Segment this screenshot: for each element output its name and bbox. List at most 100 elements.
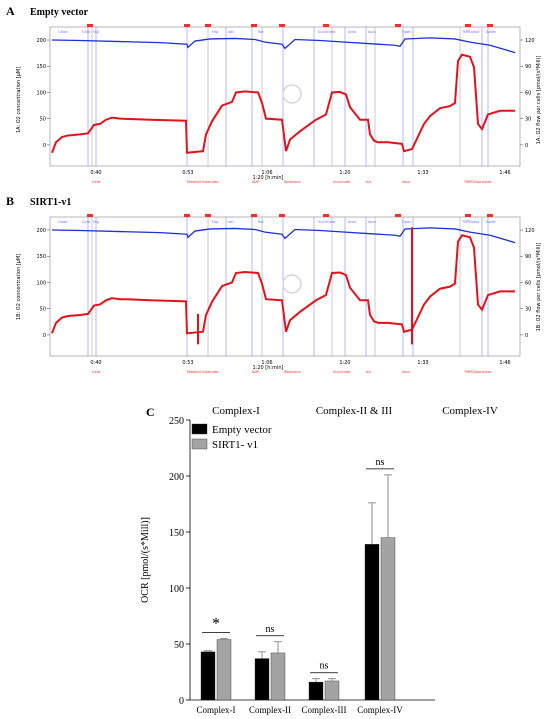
panel-a-left-tick-label: 50: [40, 117, 46, 123]
bar-empty-vector: [308, 681, 324, 701]
panel-a-event-label-bottom: AA: [366, 180, 371, 184]
panel-a-event-label-top: Hig: [93, 30, 99, 34]
panel-b-event-label-top: Hig: [212, 220, 218, 224]
panel-b-left-tick-label: 50: [40, 307, 46, 313]
panel-a-event-label-bottom: Cells: [92, 180, 101, 184]
panel-b-event-label-top: Close: [58, 220, 68, 224]
panel-a-event-marker: [465, 24, 471, 27]
panel-a-event-label-bottom: TMPD/Ase: [463, 180, 482, 184]
bar-empty-vector: [254, 658, 270, 701]
panel-b-event-label-top: Cells: [82, 220, 91, 224]
panel-a-o2-concentration-line: [51, 37, 516, 54]
panel-a-trace: A Empty vector 1A: O2 concentration [µM]…: [6, 4, 542, 184]
panel-b-event-label-top: TMPD/ase: [461, 220, 479, 224]
panel-b-event-label-bottom: Cells: [92, 370, 101, 374]
panel-b-event-label-top: Open: [402, 220, 411, 224]
panel-a-event-marker: [184, 24, 190, 27]
panel-b-event-label-bottom: Succinate: [333, 370, 350, 374]
panel-a-left-tick-label: 150: [36, 64, 46, 70]
panel-b-left-tick-label: 200: [36, 228, 46, 234]
panel-b-event-label-top: Ascs: [368, 220, 376, 224]
panel-b-event-label-top: Ama: [348, 220, 356, 224]
panel-a-x-tick-label: 1:06: [261, 170, 272, 176]
complex-label-iv: Complex-IV: [442, 405, 498, 417]
bar-chart-y-tick-label: 100: [169, 584, 184, 595]
panel-b-event-label-top: Hig: [93, 220, 99, 224]
panel-a-event-label-top: adc: [228, 30, 234, 34]
bar-chart-y-tick-label: 200: [169, 472, 184, 483]
panel-b-event-marker: [205, 214, 211, 217]
panel-b-event-marker: [87, 214, 93, 217]
panel-a-event-marker: [395, 24, 401, 27]
panel-b-right-tick-label: 30: [525, 307, 531, 313]
panel-a-x-tick-label: 0:53: [182, 170, 193, 176]
panel-a-x-tick-label: 1:20: [339, 170, 350, 176]
panel-b-right-tick-label: 60: [525, 280, 531, 286]
panel-b-left-tick-label: 100: [36, 280, 46, 286]
panel-b-event-label-bottom: AA: [366, 370, 371, 374]
panel-b-event-label-top: adc: [228, 220, 234, 224]
panel-a-left-tick-label: 100: [36, 90, 46, 96]
bar-empty-vector: [200, 651, 216, 701]
panel-a-event-label-bottom: Malate/Glutamate: [187, 180, 219, 184]
bar-chart-category-label: Complex-II: [249, 705, 291, 715]
panel-a-event-marker: [205, 24, 211, 27]
panel-a-right-axis-label: 1A: O2 flow per cells [pmol/(s*Mill)]: [536, 56, 542, 145]
panel-a-event-label-top: Rot: [258, 30, 264, 34]
legend-swatch: [191, 423, 208, 435]
panel-a-event-label-top: Ascs: [368, 30, 376, 34]
complex-label-i: Complex-I: [212, 405, 260, 417]
bar-chart-y-tick-label: 0: [179, 696, 184, 707]
panel-b-event-marker: [323, 214, 329, 217]
bar-chart-category-label: Complex-I: [197, 705, 236, 715]
panel-b-event-label-top: Rot: [258, 220, 264, 224]
panel-a-right-tick-label: 30: [525, 117, 531, 123]
panel-a-title: Empty vector: [30, 7, 89, 18]
panel-a-letter: A: [6, 4, 15, 18]
panel-a-event-label-top: Azide: [486, 30, 496, 34]
significance-label: ns: [320, 661, 329, 672]
panel-a-left-tick-label: 0: [43, 143, 46, 149]
bar-chart-category-label: Complex-III: [302, 705, 347, 715]
legend-label: Empty vector: [212, 424, 272, 436]
panel-b-event-marker: [251, 214, 257, 217]
panel-b-watermark-icon: [282, 274, 302, 294]
panel-b-right-axis-label: 1B: O2 flow per cells [pmol/(s*Mill)]: [536, 243, 542, 332]
panel-b-event-label-bottom: Azide: [482, 370, 492, 374]
panel-a-right-tick-label: 60: [525, 90, 531, 96]
panel-b-right-tick-label: 0: [525, 333, 528, 339]
panel-b-left-tick-label: 0: [43, 333, 46, 339]
complex-label-ii-iii: Complex-II & III: [316, 405, 393, 417]
panel-b-left-axis-label: 1B: O2 concentration [µM]: [16, 254, 22, 320]
panel-a-event-label-bottom: Ascs: [402, 180, 410, 184]
panel-b-event-marker: [395, 214, 401, 217]
panel-b-x-tick-label: 1:20: [339, 360, 350, 366]
panel-a-event-marker: [487, 24, 493, 27]
panel-a-event-marker: [87, 24, 93, 27]
significance-label: ns: [376, 457, 385, 468]
panel-a-event-marker: [323, 24, 329, 27]
panel-b-event-label-bottom: Malate/Glutamate: [187, 370, 219, 374]
panel-c-bar-chart: C OCR [pmol/(s*Mill)] 0 50 100 150 200 250 * ns…: [140, 405, 435, 715]
panel-b-event-marker: [465, 214, 471, 217]
panel-a-left-axis-label: 1A: O2 concentration [µM]: [16, 67, 22, 133]
bar-sirt1-v1: [216, 639, 232, 701]
panel-b-event-marker: [487, 214, 493, 217]
panel-a-event-label-top: Open: [402, 30, 411, 34]
significance-label: *: [212, 615, 220, 632]
significance-label: ns: [266, 624, 275, 635]
panel-b-left-tick-label: 150: [36, 254, 46, 260]
bar-sirt1-v1: [270, 652, 286, 701]
panel-b-right-tick-label: 90: [525, 254, 531, 260]
bar-sirt1-v1: [324, 680, 340, 701]
panel-a-event-marker: [279, 24, 285, 27]
panel-b-o2-concentration-line: [51, 227, 516, 244]
panel-b-letter: B: [6, 194, 14, 208]
panel-a-event-label-top: Hig: [212, 30, 218, 34]
panel-b-event-marker: [279, 214, 285, 217]
panel-a-x-tick-label: 1:33: [417, 170, 428, 176]
panel-a-event-label-bottom: Succinate: [333, 180, 350, 184]
bar-chart-category-label: Complex-IV: [357, 705, 403, 715]
panel-b-title: SIRT1-v1: [30, 197, 71, 208]
panel-a-x-axis-label: 1:20 [h:min]: [252, 175, 283, 181]
